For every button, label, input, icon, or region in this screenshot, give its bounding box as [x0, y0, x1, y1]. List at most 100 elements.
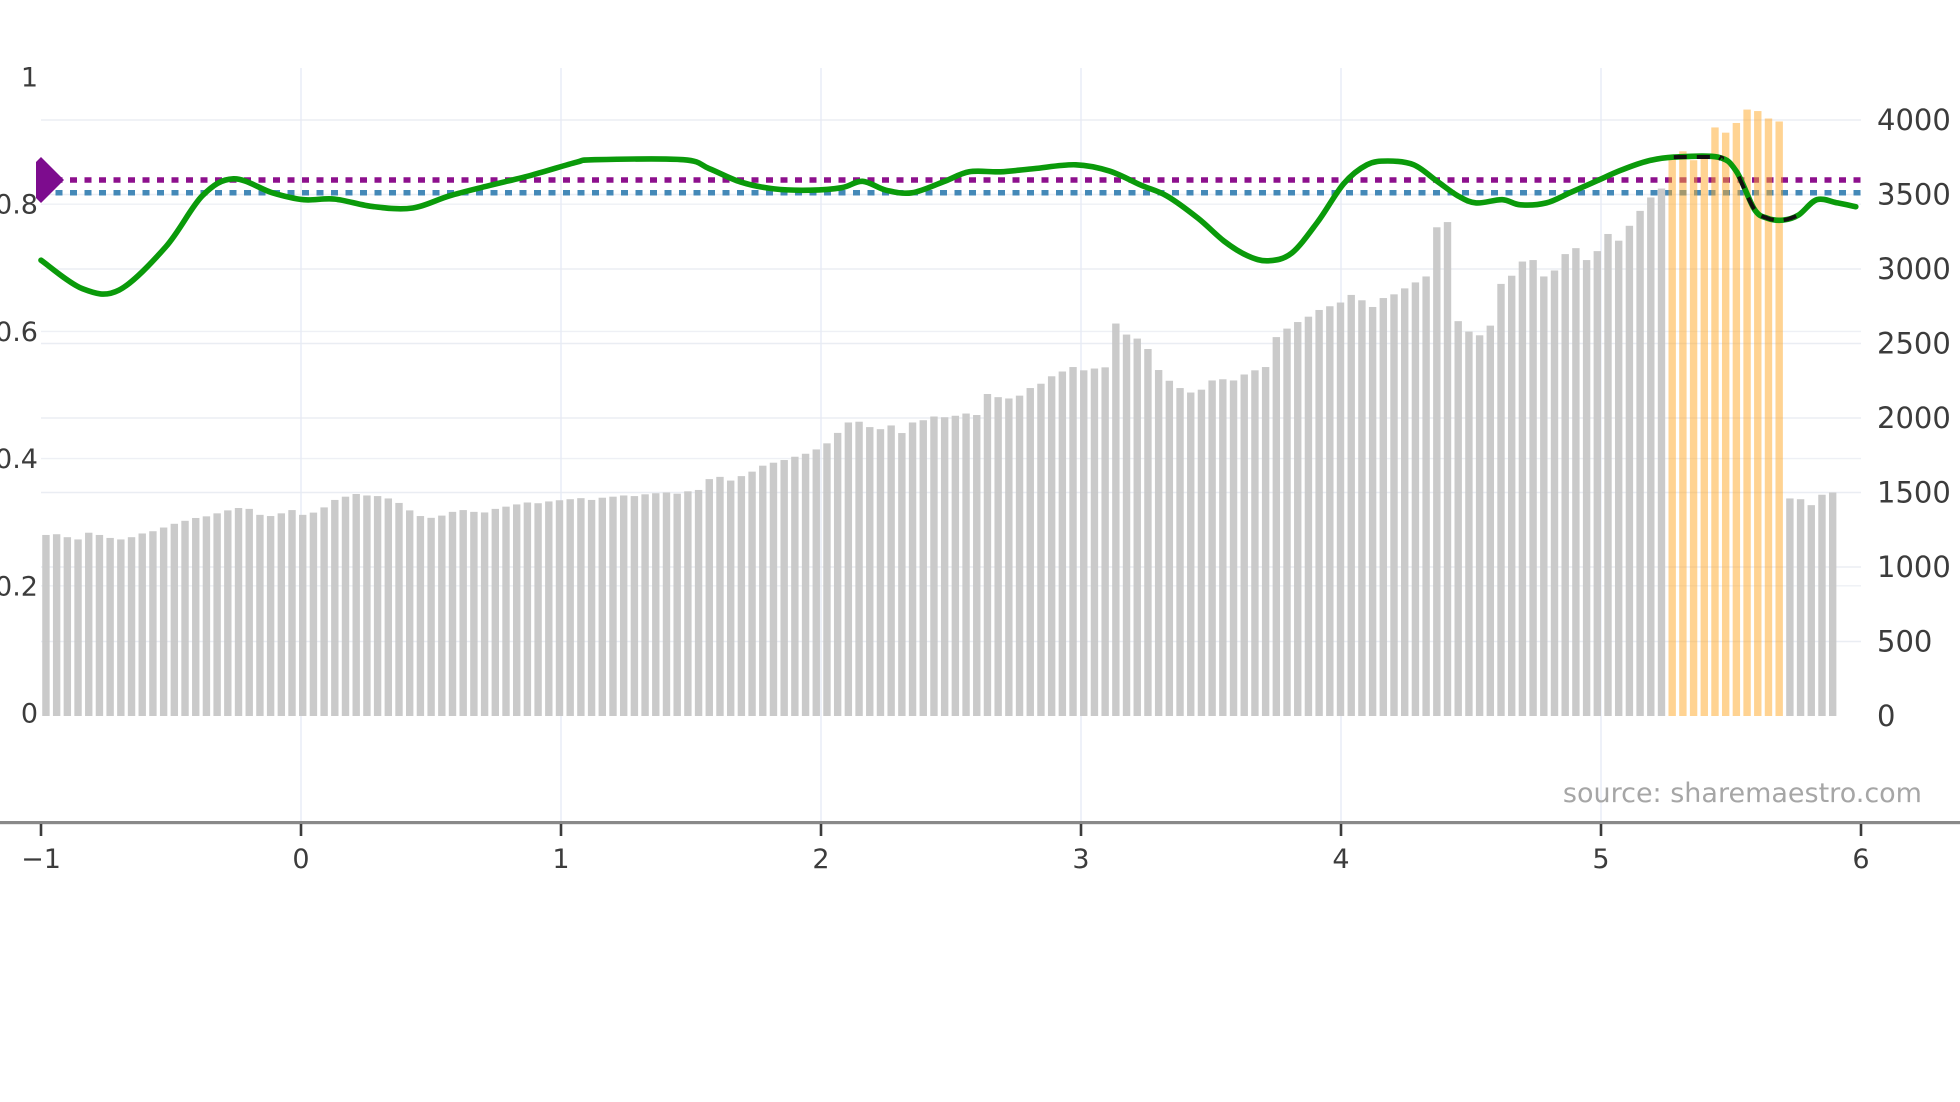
close-price-bar	[1208, 380, 1216, 716]
close-price-bar	[1604, 233, 1612, 717]
model-watching-dashes	[1736, 175, 1806, 223]
close-price-bar	[1187, 392, 1195, 716]
close-price-bar	[619, 495, 628, 716]
close-price-bar	[866, 427, 874, 716]
close-price-bar	[1508, 275, 1516, 716]
dtl-breached-bar	[1721, 132, 1730, 717]
close-price-bar	[192, 517, 200, 716]
close-price-bar	[234, 507, 243, 716]
close-price-bar	[1112, 323, 1120, 716]
close-price-bar	[1144, 349, 1152, 716]
close-price-bar	[1379, 298, 1388, 716]
close-price-bar	[373, 496, 382, 716]
close-price-bar	[1294, 322, 1302, 716]
x-tick-label: 4	[1332, 844, 1349, 875]
dtl-breached-bar	[1700, 155, 1708, 716]
close-price-bar	[1614, 240, 1623, 716]
close-price-bar	[1818, 494, 1826, 716]
close-price-bar	[630, 496, 639, 716]
close-price-bar	[726, 480, 735, 716]
close-price-bar	[1133, 338, 1141, 716]
close-price-bar	[1647, 197, 1655, 717]
close-price-bar	[341, 496, 350, 716]
close-price-bar	[1358, 300, 1366, 716]
chart-legend: Close Price ★ Investor Buy Signal Moment…	[0, 908, 1960, 1102]
close-price-bar	[1443, 222, 1452, 716]
close-price-bar	[994, 397, 1002, 716]
close-price-bar	[63, 537, 72, 716]
close-price-bar	[780, 460, 788, 716]
close-price-bar	[898, 433, 906, 716]
close-price-bar	[737, 476, 746, 716]
close-price-bar	[1550, 270, 1559, 716]
close-price-bar	[1454, 321, 1462, 716]
close-price-bar	[459, 510, 467, 716]
close-price-bar	[277, 513, 286, 716]
right-y-tick-label: 500	[1877, 625, 1932, 659]
right-y-tick-label: 3500	[1877, 178, 1951, 212]
close-price-bar	[395, 502, 403, 716]
close-price-bar	[673, 493, 681, 716]
close-price-bar	[159, 527, 168, 716]
x-tick-label: 1	[552, 844, 569, 875]
close-price-bar	[1540, 276, 1548, 716]
close-price-bar	[1015, 395, 1024, 716]
close-price-bar	[127, 537, 136, 716]
close-price-bar	[213, 513, 221, 716]
close-price-bar	[85, 532, 93, 716]
dtl-breached-bar	[1732, 122, 1741, 717]
close-price-bar	[855, 421, 863, 716]
close-price-bar	[480, 512, 489, 716]
close-price-bar	[1807, 505, 1815, 716]
close-price-bar	[545, 501, 553, 716]
gridlines-layer	[41, 68, 1861, 822]
dtl-breached-bar	[1679, 151, 1687, 717]
close-price-bar	[598, 497, 606, 716]
close-price-bar	[320, 507, 328, 716]
left-y-tick-label: 1	[21, 63, 38, 94]
close-price-bar	[641, 494, 649, 716]
close-price-bar	[1828, 492, 1837, 716]
close-price-bar	[1347, 294, 1355, 716]
close-price-bar	[908, 422, 917, 716]
close-price-bar	[812, 449, 820, 716]
close-price-bar	[352, 493, 360, 716]
dtl-breached-bar	[1754, 111, 1762, 716]
close-price-bar	[491, 508, 499, 716]
close-price-bar	[309, 512, 318, 716]
close-price-bar	[1422, 276, 1430, 716]
close-price-bar	[1154, 370, 1163, 716]
close-price-bar	[1561, 254, 1569, 716]
x-tick-label: 3	[1072, 844, 1089, 875]
close-price-bar	[427, 517, 435, 716]
close-price-bar	[577, 498, 585, 716]
model-watching-dashes	[1673, 154, 1725, 162]
close-price-bar	[1069, 367, 1077, 716]
close-price-bar	[801, 453, 810, 716]
close-price-bar	[876, 429, 885, 716]
close-price-bar	[555, 500, 564, 716]
close-price-bar	[962, 413, 970, 716]
chart-plot-area: −1 0 1 2 3 4 5 6 0 0.2 0.4 0.6 0.8 1 0 500 1000 1500 2000 2…	[0, 63, 1960, 875]
close-price-bar	[940, 417, 949, 716]
close-price-bar	[823, 443, 831, 716]
close-price-bar	[1582, 260, 1591, 716]
close-price-bar	[512, 504, 521, 716]
close-price-bar	[1368, 306, 1377, 716]
close-price-bar	[1465, 331, 1473, 716]
close-price-bar	[791, 456, 799, 716]
close-price-bar	[769, 462, 778, 716]
close-price-bar	[149, 531, 157, 716]
close-price-bar	[1315, 309, 1323, 716]
source-watermark: source: sharemaestro.com	[1563, 778, 1922, 809]
close-price-bar	[438, 515, 446, 716]
axes-layer: −1 0 1 2 3 4 5 6 0 0.2 0.4 0.6 0.8 1 0 500 1000 1500 2000 2…	[0, 63, 1960, 875]
close-price-bar	[930, 416, 938, 716]
close-price-bar	[1047, 376, 1056, 716]
close-price-bar	[1058, 371, 1067, 716]
close-price-bar	[1401, 288, 1409, 716]
close-price-bar	[1518, 261, 1527, 716]
close-price-bar	[1272, 337, 1281, 716]
close-price-bar	[448, 511, 457, 716]
